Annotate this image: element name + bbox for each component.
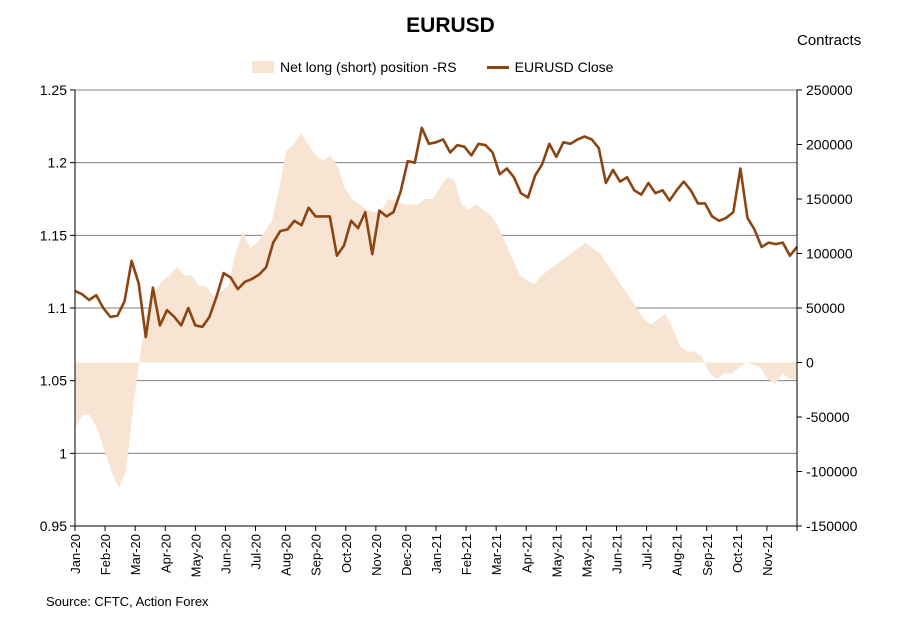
x-tick-label: Mar-21 xyxy=(489,534,504,575)
eurusd-close-line xyxy=(74,126,799,339)
left-tick-label: 0.95 xyxy=(40,518,67,534)
left-tick-label: 1.05 xyxy=(40,373,67,389)
x-tick-label: Jun-20 xyxy=(218,534,233,574)
legend-label-eurusd-close: EURUSD Close xyxy=(514,59,614,75)
x-tick-label: Apr-21 xyxy=(519,534,534,573)
x-tick-label: Nov-20 xyxy=(369,534,384,576)
x-tick-label: May-21 xyxy=(549,534,564,577)
legend-item-net-position: Net long (short) position -RS xyxy=(252,59,457,75)
right-tick-label: 150000 xyxy=(806,191,853,207)
left-tick-label: 1.15 xyxy=(40,227,67,243)
right-tick-label: -150000 xyxy=(806,518,858,534)
x-tick-label: Dec-20 xyxy=(399,534,414,576)
x-tick-label: Aug-20 xyxy=(279,534,294,576)
x-tick-label: Jul-20 xyxy=(249,534,264,569)
x-tick-label: Oct-20 xyxy=(339,534,354,573)
source-note: Source: CFTC, Action Forex xyxy=(46,594,209,609)
x-tick-label: Apr-20 xyxy=(158,534,173,573)
right-tick-label: 200000 xyxy=(806,137,853,153)
left-tick-label: 1.1 xyxy=(48,300,68,316)
x-tick-label: Jan-21 xyxy=(429,534,444,574)
x-tick-label: Jul-21 xyxy=(640,534,655,569)
right-tick-label: -100000 xyxy=(806,464,858,480)
net-position-area xyxy=(75,133,797,488)
legend-item-eurusd-close: EURUSD Close xyxy=(486,59,614,75)
right-tick-label: 100000 xyxy=(806,246,853,262)
right-tick-label: 50000 xyxy=(806,300,845,316)
chart-title: EURUSD xyxy=(406,14,495,37)
x-tick-label: Feb-20 xyxy=(98,534,113,575)
left-tick-label: 1.25 xyxy=(40,82,67,98)
x-tick-label: Jun-21 xyxy=(610,534,625,574)
right-axis-label: Contracts xyxy=(797,32,862,49)
x-tick-label: Sep-20 xyxy=(309,534,324,576)
x-tick-label: Oct-21 xyxy=(730,534,745,573)
right-tick-label: 250000 xyxy=(806,82,853,98)
x-tick-label: Sep-21 xyxy=(700,534,715,576)
right-tick-label: 0 xyxy=(806,355,814,371)
x-tick-label: May-20 xyxy=(188,534,203,577)
x-tick-label: May-21 xyxy=(579,534,594,577)
legend-line-swatch xyxy=(486,65,509,69)
x-tick-label: Nov-21 xyxy=(760,534,775,576)
x-tick-label: Jan-20 xyxy=(68,534,83,574)
legend: Net long (short) position -RS EURUSD Clo… xyxy=(252,58,643,76)
x-tick-label: Aug-21 xyxy=(670,534,685,576)
left-tick-label: 1.2 xyxy=(48,155,68,171)
left-tick-label: 1 xyxy=(59,445,67,461)
x-tick-label: Feb-21 xyxy=(459,534,474,575)
right-tick-label: -50000 xyxy=(806,409,850,425)
legend-area-swatch xyxy=(252,61,274,73)
legend-label-net-position: Net long (short) position -RS xyxy=(280,59,457,75)
x-tick-label: Mar-20 xyxy=(128,534,143,575)
